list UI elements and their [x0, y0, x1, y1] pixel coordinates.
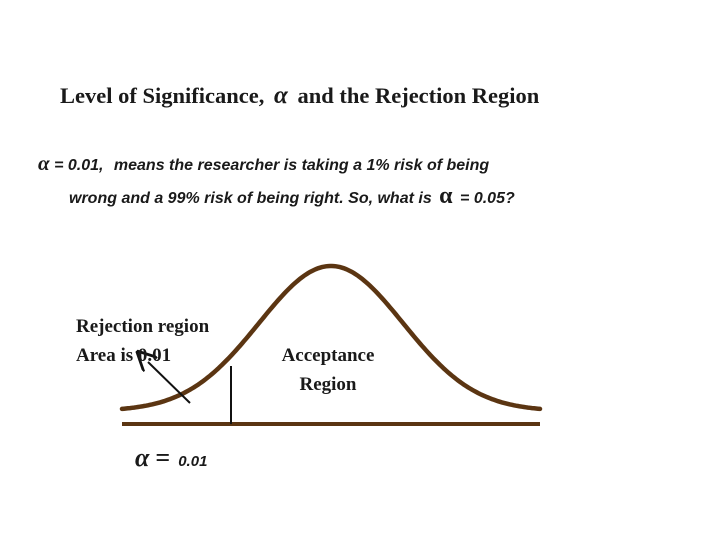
title-alpha-symbol: α [273, 82, 288, 109]
alpha-equals-sign: = [155, 443, 171, 472]
statement-alpha-symbol: α [38, 151, 50, 175]
normal-distribution-curve [119, 263, 543, 412]
question-alpha-value: = 0.05? [460, 190, 515, 207]
statement-text-2: wrong and a 99% risk of being right. So,… [69, 190, 432, 207]
title-suffix: and the Rejection Region [297, 83, 540, 108]
statement-line-1: α = 0.01, means the researcher is taking… [38, 151, 489, 176]
question-alpha-symbol: α [439, 183, 453, 209]
rejection-label-line-1: Rejection region [76, 316, 210, 337]
acceptance-label-line-1: Acceptance [281, 345, 375, 366]
alpha-symbol: α [135, 443, 150, 472]
acceptance-region-label: Acceptance Region [262, 341, 394, 399]
alpha-equation: α = 0.01 [135, 443, 207, 473]
rejection-region-arrow [148, 362, 191, 404]
rejection-region-label: Rejection region Area is 0.01 [76, 312, 209, 370]
alpha-value: 0.01 [178, 453, 208, 470]
slide-title: Level of Significance, α and the Rejecti… [60, 82, 539, 110]
statement-text-1: means the researcher is taking a 1% risk… [113, 157, 490, 174]
title-prefix: Level of Significance, [60, 83, 265, 108]
rejection-label-line-2: Area is 0.01 [76, 345, 172, 366]
statement-alpha-value: = 0.01, [54, 157, 104, 174]
statement-line-2: wrong and a 99% risk of being right. So,… [69, 183, 515, 210]
acceptance-label-line-2: Region [299, 374, 357, 395]
